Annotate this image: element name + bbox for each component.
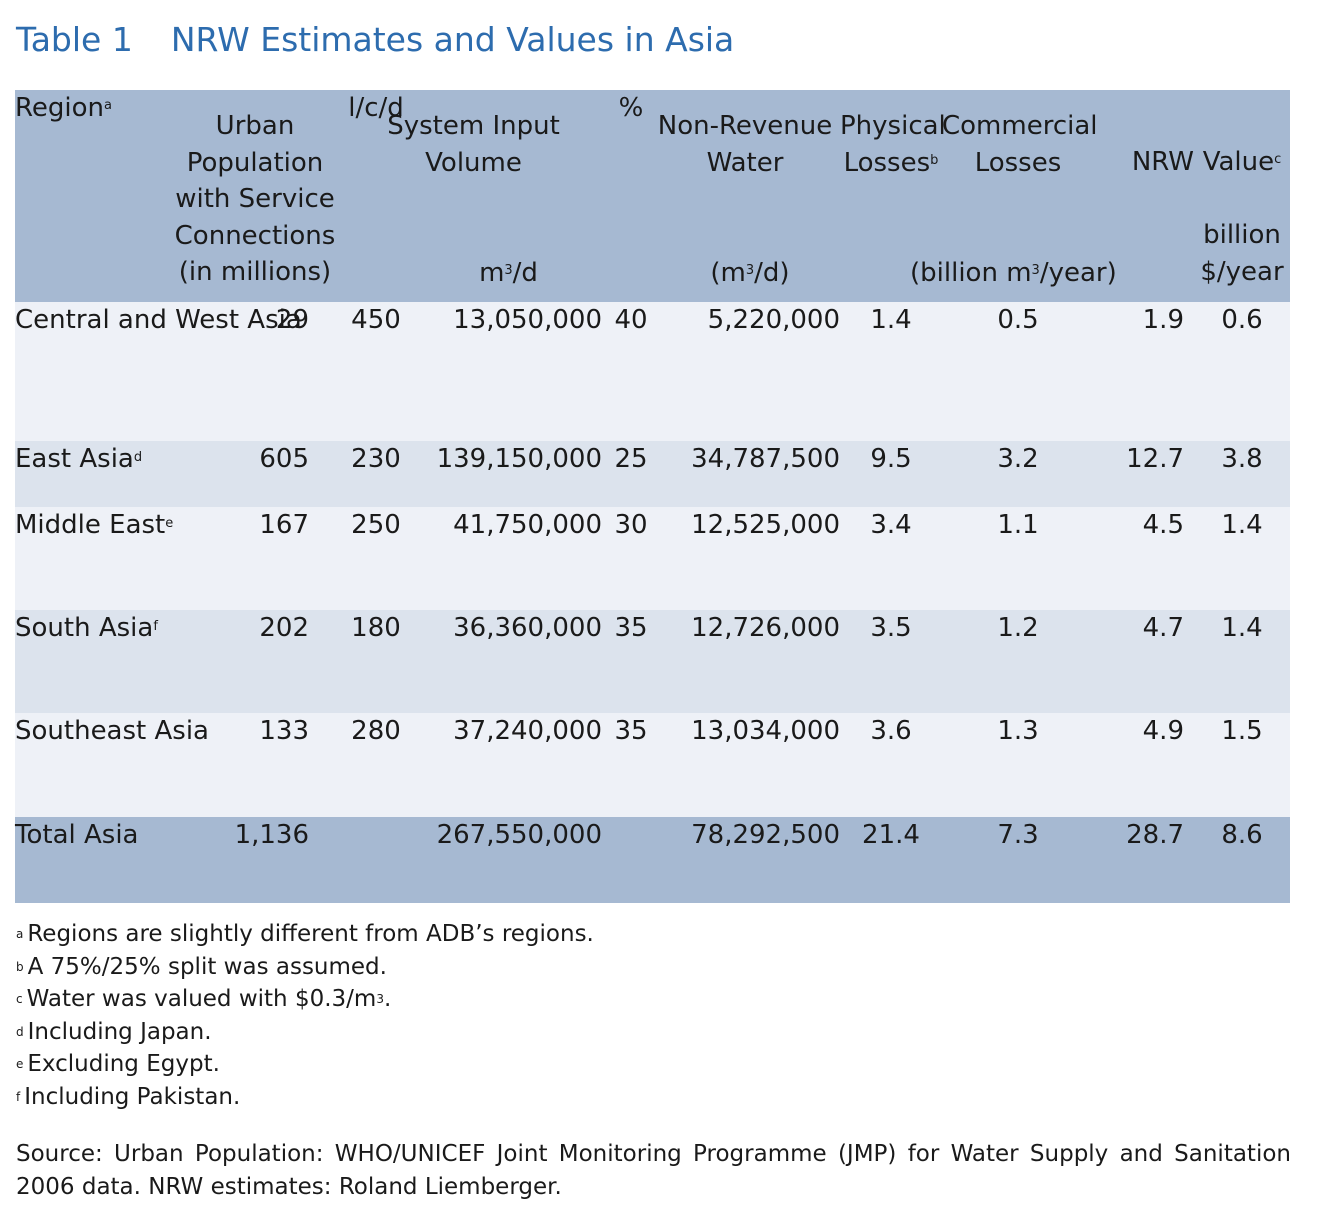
cell-pop: 133 — [173, 713, 337, 817]
table-row: Middle Easte 167 250 41,750,000 30 12,52… — [15, 507, 1290, 610]
cell-nrw-m3d: 12,525,000 — [660, 507, 840, 610]
cell-nrw: 4.9 — [1094, 713, 1194, 817]
table-row: South Asiaf 202 180 36,360,000 35 12,726… — [15, 610, 1290, 713]
cell-siv: 13,050,000 — [415, 302, 602, 441]
cell-commercial: 3.2 — [942, 441, 1094, 507]
cell-nrw-m3d: 12,726,000 — [660, 610, 840, 713]
cell-lcd: 250 — [337, 507, 415, 610]
header-system-input-volume: System Input Volume m3/d — [387, 90, 602, 302]
cell-value: 3.8 — [1194, 441, 1290, 507]
cell-commercial: 0.5 — [942, 302, 1094, 441]
cell-pop: 605 — [173, 441, 337, 507]
cell-lcd: 230 — [337, 441, 415, 507]
nrw-table: Regiona Urban Population with Service Co… — [15, 90, 1290, 903]
cell-lcd: 280 — [337, 713, 415, 817]
header-nrw-m3d: (m3/d) — [710, 257, 790, 288]
row-region: South Asiaf — [15, 610, 173, 713]
cell-nrw: 12.7 — [1094, 441, 1194, 507]
footnote: c Water was valued with $0.3/m3. — [16, 986, 392, 1012]
header-physical-losses: Physical Lossesb (billion m3/year) — [840, 90, 1117, 302]
total-nrw-m3d: 78,292,500 — [660, 817, 840, 903]
cell-lcd: 180 — [337, 610, 415, 713]
cell-pop: 29 — [173, 302, 337, 441]
cell-siv: 37,240,000 — [415, 713, 602, 817]
cell-value: 1.5 — [1194, 713, 1290, 817]
header-urban-population: Urban Population with Service Connection… — [173, 90, 337, 302]
total-nrw: 28.7 — [1094, 817, 1194, 903]
cell-pct: 35 — [602, 610, 660, 713]
header-value: Valuec billion $/year — [1194, 90, 1290, 302]
cell-nrw-m3d: 34,787,500 — [660, 441, 840, 507]
header-pct: % — [602, 90, 660, 302]
cell-physical: 3.6 — [840, 713, 942, 817]
total-siv: 267,550,000 — [415, 817, 602, 903]
row-region: Southeast Asia — [15, 713, 209, 817]
cell-nrw: 4.5 — [1094, 507, 1194, 610]
header-commercial-losses: Commercial Losses — [942, 90, 1098, 302]
footnote: d Including Japan. — [16, 1018, 212, 1045]
cell-physical: 1.4 — [840, 302, 942, 441]
footnotes: a Regions are slightly different from ADB… — [16, 918, 594, 1113]
cell-physical: 3.4 — [840, 507, 942, 610]
header-billion-m3-year: (billion m3/year) — [910, 257, 1117, 288]
header-region: Regiona — [15, 90, 173, 302]
cell-commercial: 1.3 — [942, 713, 1094, 817]
header-m3d: m3/d — [479, 257, 538, 288]
cell-value: 0.6 — [1194, 302, 1290, 441]
cell-nrw: 1.9 — [1094, 302, 1194, 441]
header-non-revenue-water: Non-Revenue Water (m3/d) — [658, 90, 840, 302]
total-commercial: 7.3 — [942, 817, 1094, 903]
cell-lcd: 450 — [337, 302, 415, 441]
source-note: Source: Urban Population: WHO/UNICEF Joi… — [16, 1141, 1291, 1200]
cell-pct: 30 — [602, 507, 660, 610]
cell-commercial: 1.1 — [942, 507, 1094, 610]
cell-pop: 167 — [173, 507, 337, 610]
table-row: East Asiad 605 230 139,150,000 25 34,787… — [15, 441, 1290, 507]
table-title: Table 1 NRW Estimates and Values in Asia — [16, 20, 734, 59]
cell-value: 1.4 — [1194, 610, 1290, 713]
cell-pop: 202 — [173, 610, 337, 713]
cell-nrw-m3d: 13,034,000 — [660, 713, 840, 817]
total-pop: 1,136 — [173, 817, 337, 903]
cell-commercial: 1.2 — [942, 610, 1094, 713]
cell-nrw-m3d: 5,220,000 — [660, 302, 840, 441]
cell-pct: 35 — [602, 713, 660, 817]
total-region: Total Asia — [15, 817, 173, 903]
cell-pct: 40 — [602, 302, 660, 441]
cell-siv: 139,150,000 — [415, 441, 602, 507]
total-value: 8.6 — [1194, 817, 1290, 903]
row-region: Middle Easte — [15, 507, 173, 610]
table-number: Table 1 — [16, 20, 133, 59]
header-row: Regiona Urban Population with Service Co… — [15, 90, 1290, 302]
cell-pct: 25 — [602, 441, 660, 507]
row-region: Central and West Asia — [15, 302, 302, 441]
total-row: Total Asia 1,136 267,550,000 78,292,500 … — [15, 817, 1290, 903]
cell-physical: 9.5 — [840, 441, 942, 507]
footnote: e Excluding Egypt. — [16, 1051, 220, 1077]
footnote: f Including Pakistan. — [16, 1083, 241, 1110]
total-physical: 21.4 — [840, 817, 942, 903]
footnote: a Regions are slightly different from ADB… — [16, 921, 594, 947]
cell-nrw: 4.7 — [1094, 610, 1194, 713]
cell-siv: 36,360,000 — [415, 610, 602, 713]
table-row: Central and West Asia 29 450 13,050,000 … — [15, 302, 1290, 441]
table-row: Southeast Asia 133 280 37,240,000 35 13,… — [15, 713, 1290, 817]
cell-value: 1.4 — [1194, 507, 1290, 610]
cell-siv: 41,750,000 — [415, 507, 602, 610]
cell-physical: 3.5 — [840, 610, 942, 713]
header-nrw: NRW — [1094, 90, 1194, 302]
table-title-text: NRW Estimates and Values in Asia — [170, 20, 735, 59]
row-region: East Asiad — [15, 441, 173, 507]
header-lcd: l/c/d — [337, 90, 415, 302]
